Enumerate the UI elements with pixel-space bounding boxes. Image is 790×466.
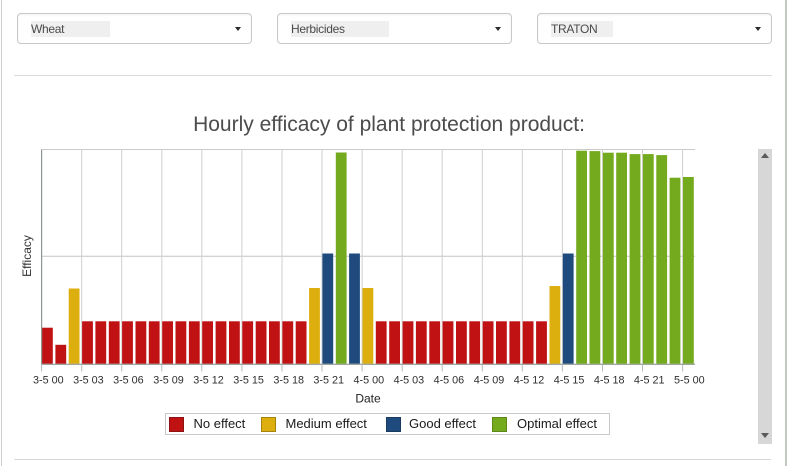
svg-text:3-5 18: 3-5 18 <box>273 375 304 387</box>
svg-text:4-5 00: 4-5 00 <box>353 375 384 387</box>
svg-text:4-5 06: 4-5 06 <box>434 375 465 387</box>
svg-text:4-5 03: 4-5 03 <box>394 375 425 387</box>
svg-text:4-5 09: 4-5 09 <box>474 375 505 387</box>
svg-text:3-5 06: 3-5 06 <box>113 375 144 387</box>
svg-text:4-5 18: 4-5 18 <box>594 375 625 387</box>
svg-text:4-5 21: 4-5 21 <box>634 375 665 387</box>
svg-text:3-5 09: 3-5 09 <box>153 375 184 387</box>
svg-text:4-5 15: 4-5 15 <box>554 375 585 387</box>
svg-text:Date: Date <box>355 392 381 406</box>
svg-text:Efficacy: Efficacy <box>20 235 34 277</box>
svg-text:3-5 03: 3-5 03 <box>73 375 104 387</box>
svg-text:5-5 00: 5-5 00 <box>674 375 705 387</box>
svg-text:3-5 12: 3-5 12 <box>193 375 224 387</box>
svg-text:4-5 12: 4-5 12 <box>514 375 545 387</box>
svg-text:3-5 00: 3-5 00 <box>33 375 64 387</box>
svg-text:3-5 21: 3-5 21 <box>313 375 344 387</box>
svg-text:3-5 15: 3-5 15 <box>233 375 264 387</box>
